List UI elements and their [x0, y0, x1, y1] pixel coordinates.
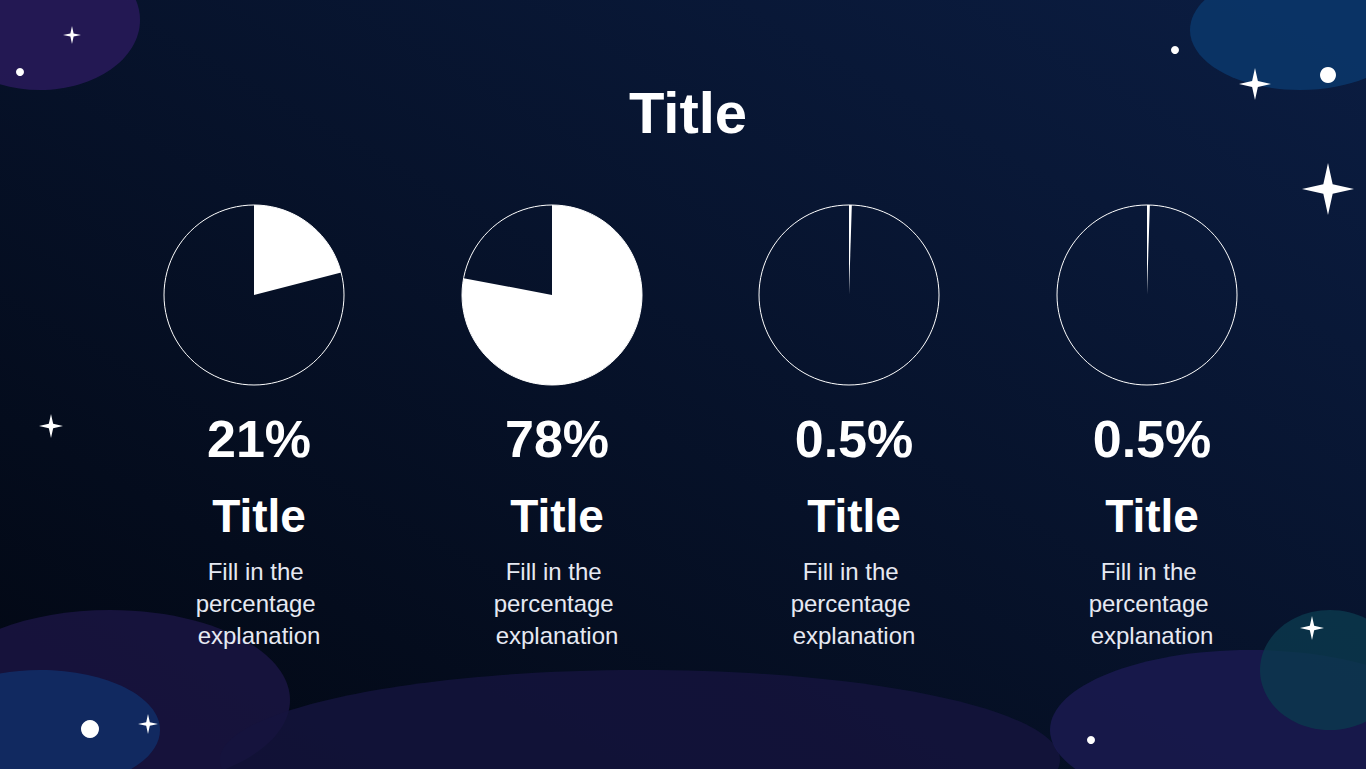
svg-text:Title: Title [510, 490, 604, 542]
svg-text:Fill in the: Fill in the [208, 558, 311, 585]
svg-text:0.5%: 0.5% [795, 410, 914, 468]
svg-text:78%: 78% [505, 410, 609, 468]
svg-text:explanation: explanation [496, 622, 619, 649]
svg-text:explanation: explanation [1091, 622, 1214, 649]
svg-text:Fill in the: Fill in the [803, 558, 906, 585]
svg-text:Title: Title [212, 490, 306, 542]
svg-text:percentage: percentage [791, 590, 918, 617]
svg-text:percentage: percentage [494, 590, 621, 617]
svg-text:0.5%: 0.5% [1093, 410, 1212, 468]
svg-text:Title: Title [807, 490, 901, 542]
svg-text:Fill in the: Fill in the [506, 558, 609, 585]
svg-text:Title: Title [629, 80, 747, 145]
svg-text:21%: 21% [207, 410, 311, 468]
svg-text:Fill in the: Fill in the [1101, 558, 1204, 585]
svg-text:explanation: explanation [793, 622, 916, 649]
svg-text:percentage: percentage [1089, 590, 1216, 617]
svg-text:Title: Title [1105, 490, 1199, 542]
svg-text:explanation: explanation [198, 622, 321, 649]
svg-text:percentage: percentage [196, 590, 323, 617]
